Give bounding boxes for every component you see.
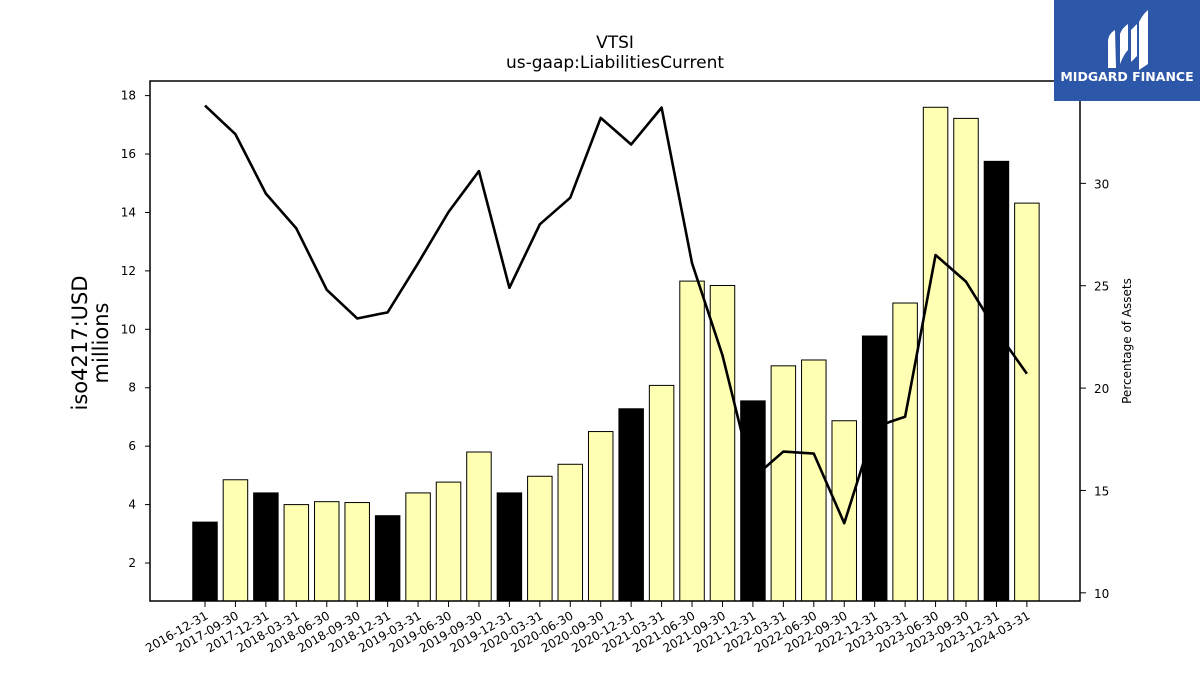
left-tick-label: 2 (128, 556, 136, 570)
plot-frame (149, 80, 1081, 602)
bar-2019-03-31 (405, 492, 431, 602)
bar-2022-09-30 (831, 420, 857, 602)
bar-2016-12-31 (192, 521, 218, 602)
bar-2020-09-30 (587, 431, 614, 602)
bar-2020-06-30 (557, 463, 584, 602)
x-axis: 2016-12-312017-09-302017-12-312018-03-31… (143, 601, 1032, 655)
left-axis-label-line1: iso4217:USD (68, 275, 92, 410)
logo-text: MIDGARD FINANCE (1060, 69, 1193, 84)
left-axis-label-line2: millions (89, 303, 113, 384)
bar-2024-03-31 (1014, 202, 1040, 602)
left-axis: 2 4 6 8 10 12 14 16 18 (121, 89, 150, 570)
bar-2021-09-30 (709, 284, 736, 602)
bar-2023-09-30 (953, 117, 979, 602)
right-axis: 10 15 20 25 30 (1080, 177, 1109, 601)
left-tick-label: 4 (128, 498, 136, 512)
left-tick-label: 12 (121, 264, 136, 278)
right-tick-label: 10 (1094, 587, 1109, 601)
right-axis-label: Percentage of Assets (1120, 278, 1134, 404)
bar-2020-03-31 (527, 475, 553, 602)
logo: MIDGARD FINANCE (1054, 0, 1200, 101)
bar-2022-06-30 (801, 359, 827, 602)
logo-mark-icon (1108, 10, 1148, 70)
right-tick-label: 15 (1094, 484, 1109, 498)
left-tick-label: 14 (121, 205, 136, 219)
bar-2023-06-30 (922, 106, 949, 602)
bar-2019-09-30 (466, 451, 492, 602)
bar-2019-06-30 (435, 481, 462, 602)
bar-2023-12-31 (983, 160, 1010, 602)
bar-2019-12-31 (496, 492, 523, 602)
bar-2021-03-31 (648, 384, 675, 602)
line-group (204, 104, 1028, 525)
bar-2022-12-31 (861, 335, 888, 602)
chart-title: VTSI (596, 33, 634, 53)
right-tick-label: 30 (1094, 177, 1109, 191)
bar-2018-09-30 (344, 502, 370, 602)
bar-group (192, 106, 1040, 602)
percentage-of-assets-line (204, 104, 1028, 525)
left-tick-label: 8 (128, 381, 136, 395)
bar-2020-12-31 (618, 408, 644, 602)
bar-2018-06-30 (314, 501, 340, 602)
bar-2022-03-31 (770, 365, 797, 602)
right-tick-label: 20 (1094, 382, 1109, 396)
bar-2018-03-31 (283, 504, 310, 602)
bar-2021-12-31 (740, 400, 766, 602)
chart-subtitle: us-gaap:LiabilitiesCurrent (506, 53, 724, 73)
right-tick-label: 25 (1094, 280, 1109, 294)
bar-2021-06-30 (679, 280, 705, 602)
bar-2018-12-31 (374, 515, 401, 602)
bar-2017-12-31 (253, 492, 279, 602)
left-tick-label: 10 (121, 322, 136, 336)
bar-2023-03-31 (892, 302, 918, 602)
left-tick-label: 16 (121, 147, 136, 161)
left-tick-label: 18 (121, 89, 136, 103)
left-tick-label: 6 (128, 439, 136, 453)
bar-2017-09-30 (222, 479, 249, 602)
